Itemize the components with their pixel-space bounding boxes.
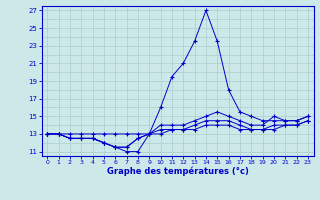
X-axis label: Graphe des températures (°c): Graphe des températures (°c) (107, 167, 249, 176)
